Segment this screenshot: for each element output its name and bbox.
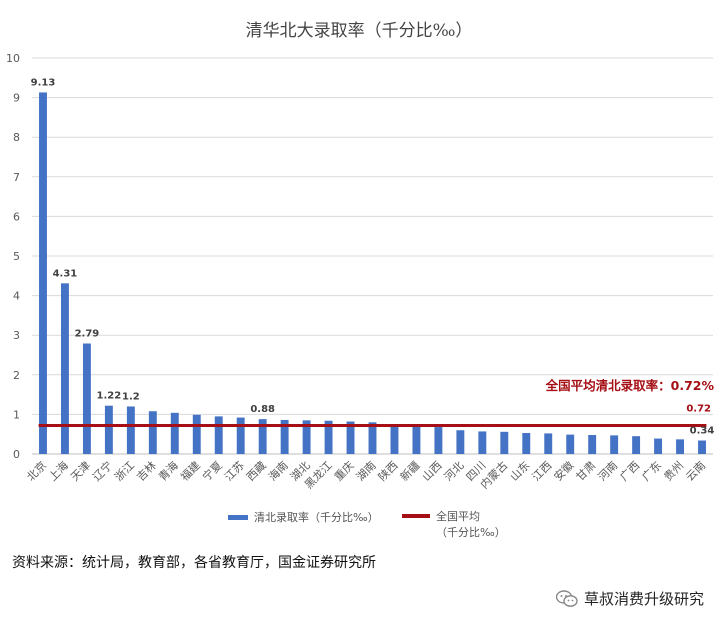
bar — [346, 421, 355, 454]
data-labels: 9.13 4.31 2.79 1.22 1.2 0.88 0.34 — [31, 77, 715, 436]
bar — [522, 433, 531, 454]
grid-lines — [32, 57, 713, 455]
bar — [478, 431, 487, 454]
bar — [544, 433, 553, 454]
bar — [456, 430, 465, 454]
legend-swatch-average — [402, 514, 430, 518]
bar — [588, 434, 597, 454]
watermark-text: 草叔消费升级研究 — [583, 590, 704, 608]
y-tick-label: 0 — [13, 448, 20, 461]
x-tick-label: 甘肃 — [574, 459, 599, 484]
y-tick-label: 6 — [13, 210, 20, 223]
x-tick-label: 上海 — [46, 458, 71, 483]
bar — [192, 414, 201, 454]
y-tick-label: 8 — [13, 131, 20, 144]
legend: 清北录取率（千分比‰） 全国平均 （千分比‰） — [228, 509, 506, 539]
x-tick-label: 广西 — [617, 459, 642, 484]
x-tick-label: 广东 — [639, 459, 664, 484]
data-label: 0.88 — [250, 404, 275, 415]
y-tick-label: 4 — [13, 290, 20, 303]
bar — [566, 434, 575, 454]
bar — [500, 431, 509, 454]
x-tick-label: 安徽 — [551, 458, 576, 483]
data-label: 1.2 — [122, 391, 140, 402]
bar — [412, 426, 421, 454]
data-label: 0.34 — [690, 426, 715, 437]
bar — [82, 343, 91, 454]
x-axis-ticks: 北京上海天津辽宁浙江吉林青海福建宁夏江苏西藏海南湖北黑龙江重庆湖南陕西新疆山西河… — [24, 458, 708, 491]
x-tick-label: 吉林 — [133, 458, 158, 483]
x-tick-label: 河北 — [442, 459, 467, 484]
bar — [610, 435, 619, 454]
bar — [60, 283, 69, 454]
bar — [434, 427, 443, 454]
bar — [258, 419, 267, 454]
x-tick-label: 海南 — [265, 458, 290, 483]
y-tick-label: 10 — [6, 52, 20, 65]
y-tick-label: 7 — [13, 171, 20, 184]
y-tick-label: 3 — [13, 329, 20, 342]
legend-label-average-1: 全国平均 — [436, 509, 480, 523]
data-label: 2.79 — [75, 329, 100, 340]
bar — [170, 412, 179, 454]
legend-label-average-2: （千分比‰） — [436, 526, 506, 539]
data-label: 4.31 — [53, 268, 78, 279]
x-tick-label: 山东 — [508, 459, 533, 484]
x-tick-label: 西藏 — [244, 459, 269, 484]
x-tick-label: 福建 — [177, 458, 202, 483]
bar — [302, 420, 311, 454]
bar — [698, 440, 706, 454]
x-tick-label: 陕西 — [375, 458, 400, 483]
bar — [654, 438, 663, 454]
x-tick-label: 江西 — [530, 459, 555, 484]
average-annotation: 全国平均清北录取率：0.72% — [545, 378, 715, 393]
x-tick-label: 山西 — [420, 459, 445, 484]
y-tick-label: 1 — [13, 408, 20, 421]
legend-swatch-bars — [228, 515, 248, 520]
bar — [236, 417, 245, 454]
x-tick-label: 新疆 — [397, 458, 422, 483]
watermark: 草叔消费升级研究 — [555, 588, 704, 609]
x-tick-label: 云南 — [683, 459, 708, 484]
data-label: 9.13 — [31, 77, 56, 88]
bar — [324, 420, 333, 454]
x-tick-label: 江苏 — [222, 459, 247, 484]
x-tick-label: 贵州 — [661, 459, 686, 484]
average-value-label: 0.72 — [686, 403, 711, 414]
bar — [39, 92, 47, 455]
x-tick-label: 天津 — [68, 459, 93, 484]
x-tick-label: 浙江 — [112, 459, 137, 484]
x-tick-label: 青海 — [155, 458, 180, 483]
bar — [214, 416, 223, 454]
legend-label-bars: 清北录取率（千分比‰） — [254, 510, 379, 524]
wechat-icon — [555, 589, 578, 607]
x-tick-label: 河南 — [596, 459, 621, 484]
x-tick-label: 湖南 — [354, 459, 379, 484]
bar — [390, 425, 399, 454]
average-line-group: 全国平均清北录取率：0.72% 0.72 — [38, 378, 715, 427]
x-tick-label: 重庆 — [331, 458, 356, 483]
bar — [632, 436, 641, 454]
chart-title: 清华北大录取率（千分比‰） — [246, 21, 473, 41]
bar — [676, 439, 685, 454]
bar — [104, 405, 113, 454]
bar-chart: 清华北大录取率（千分比‰） 0 1 2 3 4 5 6 7 8 9 10 北京上海天津辽宁浙江吉林青… — [6, 21, 715, 539]
x-tick-label: 宁夏 — [199, 458, 224, 483]
bar — [148, 411, 157, 454]
bar — [368, 422, 377, 454]
source-note: 资料来源：统计局，教育部，各省教育厅，国金证券研究所 — [12, 555, 376, 571]
x-tick-label: 北京 — [24, 458, 49, 483]
y-tick-label: 5 — [13, 250, 20, 263]
x-tick-label: 辽宁 — [90, 458, 115, 483]
y-tick-label: 9 — [13, 92, 20, 105]
data-label: 1.22 — [97, 391, 122, 402]
bar — [126, 406, 135, 454]
y-axis-ticks: 0 1 2 3 4 5 6 7 8 9 10 — [6, 52, 20, 461]
bar-series — [39, 92, 706, 455]
bar — [280, 419, 289, 454]
y-tick-label: 2 — [13, 369, 20, 382]
